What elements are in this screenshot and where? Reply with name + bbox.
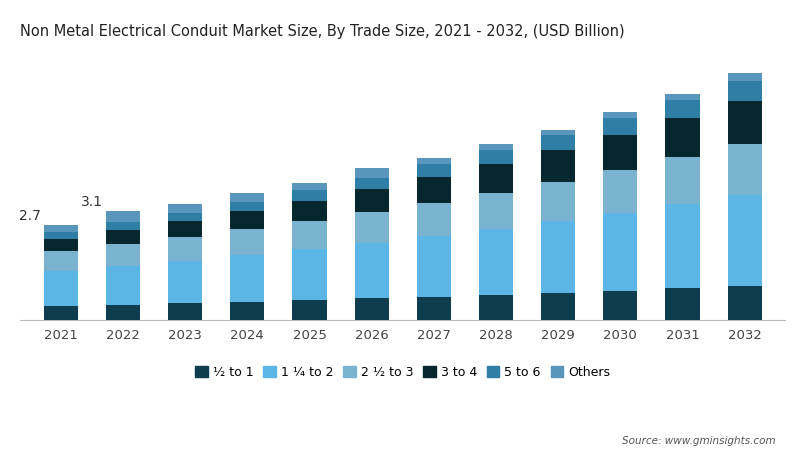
Bar: [479, 144, 513, 150]
Bar: [106, 222, 140, 230]
Bar: [354, 168, 389, 178]
Bar: [603, 170, 638, 213]
Text: 3.1: 3.1: [81, 195, 103, 209]
Bar: [541, 135, 575, 150]
Bar: [168, 221, 202, 237]
Bar: [541, 292, 575, 320]
Bar: [168, 212, 202, 221]
Bar: [603, 291, 638, 320]
Bar: [354, 189, 389, 212]
Bar: [417, 202, 451, 236]
Bar: [727, 286, 762, 320]
Bar: [417, 297, 451, 320]
Bar: [106, 244, 140, 266]
Bar: [603, 112, 638, 118]
Bar: [44, 252, 78, 271]
Bar: [666, 118, 699, 158]
Bar: [603, 118, 638, 135]
Bar: [727, 195, 762, 286]
Bar: [168, 261, 202, 303]
Bar: [417, 164, 451, 177]
Bar: [293, 183, 326, 190]
Bar: [230, 255, 265, 302]
Bar: [168, 237, 202, 261]
Bar: [417, 236, 451, 297]
Bar: [603, 213, 638, 291]
Bar: [417, 177, 451, 202]
Bar: [44, 239, 78, 252]
Bar: [727, 144, 762, 195]
Bar: [44, 225, 78, 232]
Bar: [354, 298, 389, 320]
Bar: [106, 211, 140, 222]
Bar: [417, 158, 451, 164]
Bar: [230, 202, 265, 211]
Bar: [541, 130, 575, 135]
Text: 2.7: 2.7: [19, 210, 41, 224]
Bar: [293, 221, 326, 249]
Bar: [230, 302, 265, 320]
Bar: [230, 230, 265, 255]
Bar: [168, 204, 202, 212]
Bar: [666, 288, 699, 320]
Bar: [44, 271, 78, 306]
Bar: [106, 305, 140, 320]
Bar: [44, 232, 78, 239]
Bar: [727, 73, 762, 81]
Bar: [666, 158, 699, 204]
Bar: [106, 230, 140, 244]
Bar: [479, 150, 513, 164]
Bar: [168, 303, 202, 320]
Bar: [354, 243, 389, 298]
Bar: [479, 229, 513, 295]
Bar: [293, 300, 326, 320]
Bar: [727, 81, 762, 101]
Text: Source: www.gminsights.com: Source: www.gminsights.com: [622, 436, 776, 446]
Bar: [541, 150, 575, 182]
Bar: [293, 201, 326, 221]
Bar: [666, 94, 699, 99]
Bar: [541, 182, 575, 221]
Bar: [293, 249, 326, 300]
Bar: [603, 135, 638, 170]
Bar: [230, 211, 265, 230]
Bar: [666, 204, 699, 288]
Bar: [230, 193, 265, 202]
Bar: [354, 178, 389, 189]
Bar: [727, 101, 762, 144]
Bar: [541, 221, 575, 292]
Text: Non Metal Electrical Conduit Market Size, By Trade Size, 2021 - 2032, (USD Billi: Non Metal Electrical Conduit Market Size…: [21, 24, 625, 39]
Legend: ½ to 1, 1 ¼ to 2, 2 ½ to 3, 3 to 4, 5 to 6, Others: ½ to 1, 1 ¼ to 2, 2 ½ to 3, 3 to 4, 5 to…: [190, 361, 615, 384]
Bar: [106, 266, 140, 305]
Bar: [666, 99, 699, 118]
Bar: [354, 212, 389, 243]
Bar: [44, 306, 78, 320]
Bar: [479, 164, 513, 193]
Bar: [479, 295, 513, 320]
Bar: [293, 190, 326, 201]
Bar: [479, 193, 513, 229]
